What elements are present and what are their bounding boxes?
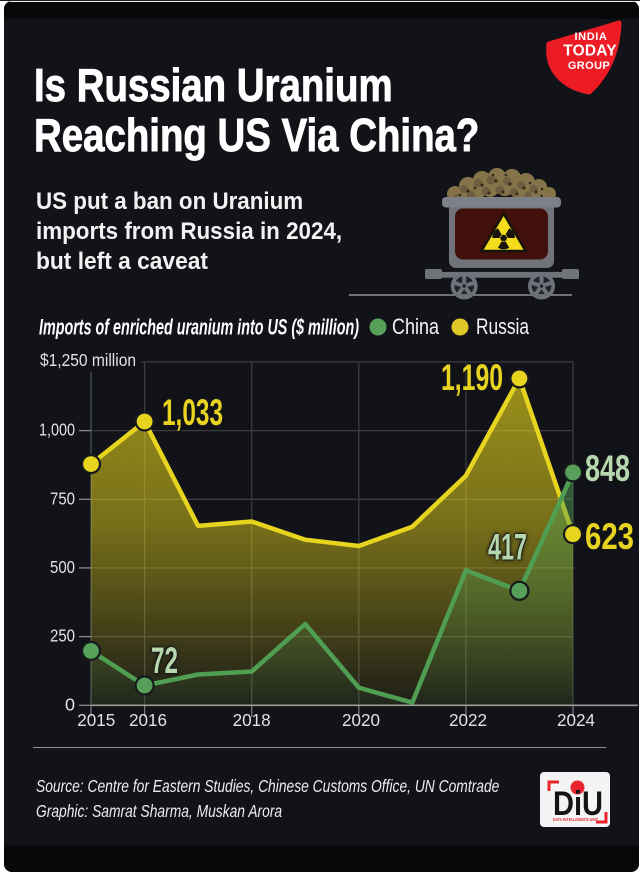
- svg-text:DiU: DiU: [553, 785, 603, 823]
- svg-text:2024: 2024: [557, 710, 595, 730]
- svg-text:Russia: Russia: [476, 314, 530, 339]
- svg-text:2020: 2020: [342, 710, 380, 730]
- svg-text:GROUP: GROUP: [568, 60, 610, 72]
- svg-text:750: 750: [50, 488, 75, 508]
- svg-text:2015: 2015: [77, 710, 115, 730]
- svg-text:1,000: 1,000: [39, 420, 75, 440]
- svg-text:Imports of enriched uranium in: Imports of enriched uranium into US ($ m…: [39, 315, 359, 340]
- svg-text:2018: 2018: [233, 710, 271, 730]
- svg-text:623: 623: [585, 516, 634, 557]
- svg-text:500: 500: [50, 557, 75, 577]
- svg-text:$1,250 million: $1,250 million: [40, 350, 136, 370]
- svg-text:0: 0: [65, 694, 75, 714]
- svg-text:2022: 2022: [449, 710, 487, 730]
- svg-text:848: 848: [585, 448, 630, 489]
- svg-text:250: 250: [50, 626, 75, 646]
- svg-text:1,190: 1,190: [441, 357, 503, 398]
- svg-text:417: 417: [488, 527, 527, 568]
- svg-text:China: China: [392, 314, 440, 339]
- svg-text:INDIA: INDIA: [575, 31, 608, 43]
- svg-text:2016: 2016: [129, 710, 167, 730]
- svg-text:TODAY: TODAY: [563, 43, 617, 60]
- svg-text:72: 72: [151, 640, 178, 681]
- svg-text:DATA INTELLIGENCE UNIT: DATA INTELLIGENCE UNIT: [553, 817, 598, 822]
- svg-text:1,033: 1,033: [162, 392, 223, 433]
